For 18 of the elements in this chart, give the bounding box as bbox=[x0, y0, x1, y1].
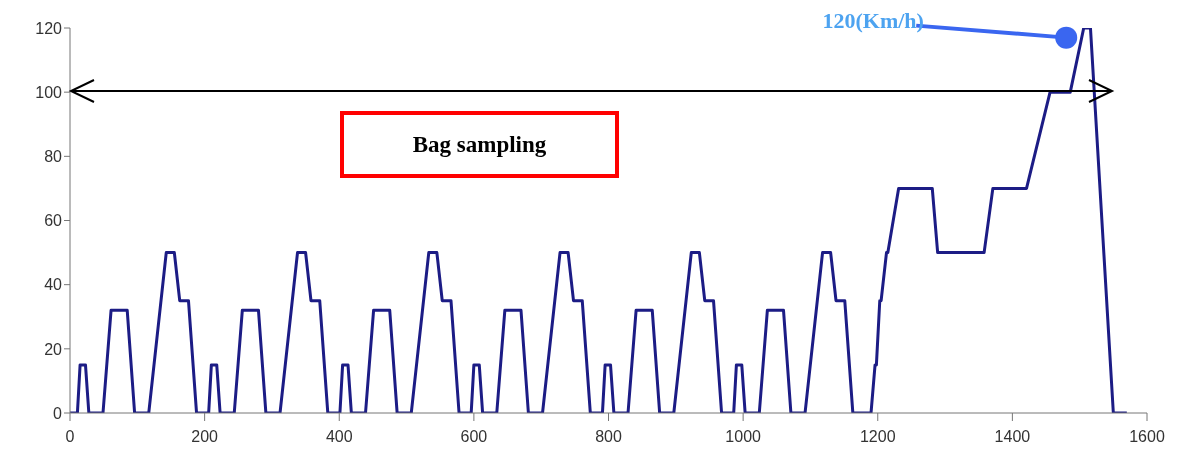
y-tick-label: 120 bbox=[35, 19, 63, 37]
x-tick-label: 1200 bbox=[859, 428, 896, 446]
x-tick-label: 1000 bbox=[725, 428, 762, 446]
y-tick-label: 40 bbox=[44, 276, 63, 294]
y-tick-label: 60 bbox=[44, 212, 63, 230]
y-tick-label: 100 bbox=[35, 83, 63, 101]
x-tick-label: 600 bbox=[460, 428, 488, 446]
annotation: 120(Km/h) bbox=[822, 7, 924, 33]
y-tick-label: 20 bbox=[44, 340, 63, 358]
x-tick-label: 0 bbox=[65, 428, 75, 446]
y-tick-label: 0 bbox=[53, 404, 63, 422]
x-tick-label: 400 bbox=[325, 428, 353, 446]
annotation: Bag sampling bbox=[340, 111, 619, 178]
x-tick-label: 200 bbox=[191, 428, 219, 446]
x-tick-label: 1600 bbox=[1129, 428, 1165, 446]
x-tick-label: 800 bbox=[595, 428, 622, 446]
y-tick-label: 80 bbox=[44, 148, 63, 166]
x-tick-label: 1400 bbox=[994, 428, 1031, 446]
